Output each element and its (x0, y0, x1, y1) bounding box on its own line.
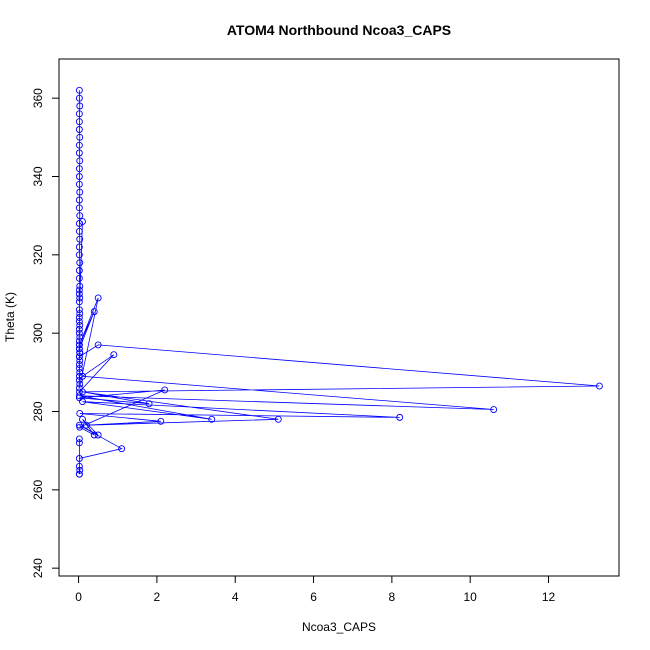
data-point (75, 470, 83, 478)
series-group (75, 86, 603, 478)
data-point (75, 204, 83, 212)
data-point (76, 133, 84, 141)
y-tick-label: 280 (31, 401, 45, 421)
data-point (75, 173, 83, 180)
data-point (90, 431, 98, 439)
data-point (75, 141, 83, 149)
data-point (75, 462, 83, 470)
data-point (161, 386, 169, 394)
x-axis-label: Ncoa3_CAPS (302, 620, 376, 634)
data-point (76, 259, 84, 267)
y-tick-label: 340 (31, 166, 45, 186)
data-point (75, 439, 83, 447)
data-point (76, 294, 84, 302)
data-point (75, 341, 83, 349)
data-point (76, 466, 84, 474)
data-point (75, 126, 83, 133)
y-axis: 240 260 280 300 320 340 360 (31, 88, 60, 578)
data-point (76, 380, 84, 388)
x-tick-label: 2 (154, 590, 161, 604)
y-axis-label: Theta (K) (3, 292, 17, 342)
data-point (208, 415, 216, 423)
data-point (82, 421, 90, 429)
data-point (274, 415, 282, 423)
data-point (75, 165, 83, 173)
data-point (76, 157, 84, 165)
data-point (75, 118, 83, 126)
data-point (75, 110, 83, 118)
data-point (76, 310, 84, 318)
data-point (75, 364, 83, 372)
data-point (79, 388, 86, 396)
data-point (79, 415, 86, 423)
x-tick-label: 10 (464, 590, 478, 604)
data-point (595, 382, 603, 390)
data-point (75, 180, 83, 188)
data-point (75, 345, 83, 353)
data-point (75, 251, 83, 259)
y-tick-label: 320 (31, 245, 45, 265)
data-point (75, 329, 83, 337)
data-point (94, 294, 102, 302)
data-point (75, 314, 83, 321)
data-point (76, 333, 84, 341)
data-point (75, 306, 83, 314)
data-point (75, 372, 83, 380)
data-point (76, 410, 84, 417)
data-point (76, 349, 84, 357)
data-point (79, 218, 86, 225)
y-tick-label: 360 (31, 88, 45, 108)
y-tick-label: 260 (31, 480, 45, 500)
data-point (94, 341, 102, 349)
data-point (75, 86, 83, 94)
data-point (75, 325, 83, 333)
data-point (75, 361, 83, 368)
data-point (75, 298, 83, 306)
data-point (396, 413, 404, 421)
data-point (75, 455, 83, 462)
x-tick-label: 8 (389, 590, 396, 604)
data-point (75, 196, 83, 204)
data-point (76, 321, 84, 329)
data-point (75, 274, 83, 282)
data-point (490, 406, 498, 413)
data-point (75, 353, 83, 361)
data-point (90, 308, 98, 316)
data-point (75, 94, 83, 102)
data-point (75, 267, 83, 274)
data-point (145, 400, 153, 408)
data-point (75, 435, 83, 443)
x-axis: 0 2 4 6 8 10 12 (75, 575, 556, 604)
x-tick-label: 0 (75, 590, 82, 604)
x-tick-label: 12 (542, 590, 556, 604)
data-point (76, 235, 84, 243)
data-point (75, 394, 83, 402)
data-point (75, 337, 83, 345)
data-point (75, 290, 83, 298)
data-point (75, 317, 83, 325)
data-point (76, 357, 84, 365)
y-tick-label: 240 (31, 558, 45, 578)
data-point (75, 149, 83, 157)
chart-title: ATOM4 Northbound Ncoa3_CAPS (227, 22, 451, 38)
data-point (76, 188, 84, 196)
data-point (94, 431, 102, 439)
y-tick-label: 300 (31, 323, 45, 343)
data-point (76, 212, 84, 220)
data-point (75, 243, 83, 251)
data-point (75, 286, 83, 294)
data-point (76, 102, 84, 110)
data-point (75, 227, 83, 235)
data-point (75, 421, 83, 429)
data-point (157, 417, 165, 425)
data-point (110, 351, 118, 359)
data-point (76, 282, 84, 290)
x-tick-label: 6 (310, 590, 317, 604)
x-tick-label: 4 (232, 590, 239, 604)
data-point (79, 372, 86, 380)
data-point (118, 445, 126, 453)
